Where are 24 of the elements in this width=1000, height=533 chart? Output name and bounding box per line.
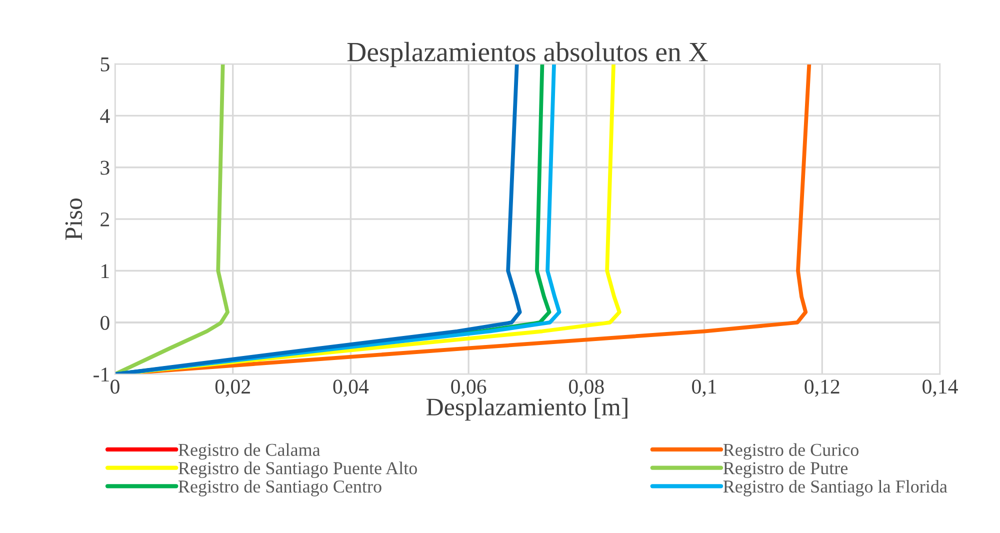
legend-label: Registro de Santiago Puente Alto — [178, 462, 417, 478]
y-tick-label: -1 — [94, 368, 109, 382]
y-tick-label: 3 — [100, 160, 110, 175]
legend-label: Registro de Santiago la Florida — [723, 480, 948, 496]
y-axis-title: Piso — [65, 198, 82, 240]
x-tick-label: 0,1 — [692, 380, 716, 397]
legend-label: Registro de Santiago Centro — [178, 480, 382, 496]
x-tick-label: 0,04 — [333, 380, 369, 397]
x-axis-title: Desplazamiento [m] — [426, 398, 628, 421]
y-tick-label: 0 — [100, 316, 110, 330]
chart-title: Desplazamientos absolutos en X — [347, 42, 708, 68]
x-tick-label: 0,14 — [922, 380, 958, 397]
x-tick-label: 0,12 — [804, 380, 840, 397]
y-tick-label: 1 — [102, 264, 109, 278]
x-tick-label: 0,06 — [451, 380, 486, 397]
y-tick-label: 5 — [100, 58, 110, 72]
x-tick-label: 0 — [110, 380, 120, 394]
y-tick-label: 4 — [100, 109, 110, 123]
x-tick-label: 0,02 — [215, 380, 250, 397]
legend-label: Registro de Curico — [723, 443, 859, 460]
legend-label: Registro de Putre — [723, 462, 848, 478]
legend-label: Registro de Calama — [178, 443, 320, 460]
x-tick-label: 0,08 — [568, 380, 604, 397]
y-tick-label: 2 — [100, 212, 109, 226]
